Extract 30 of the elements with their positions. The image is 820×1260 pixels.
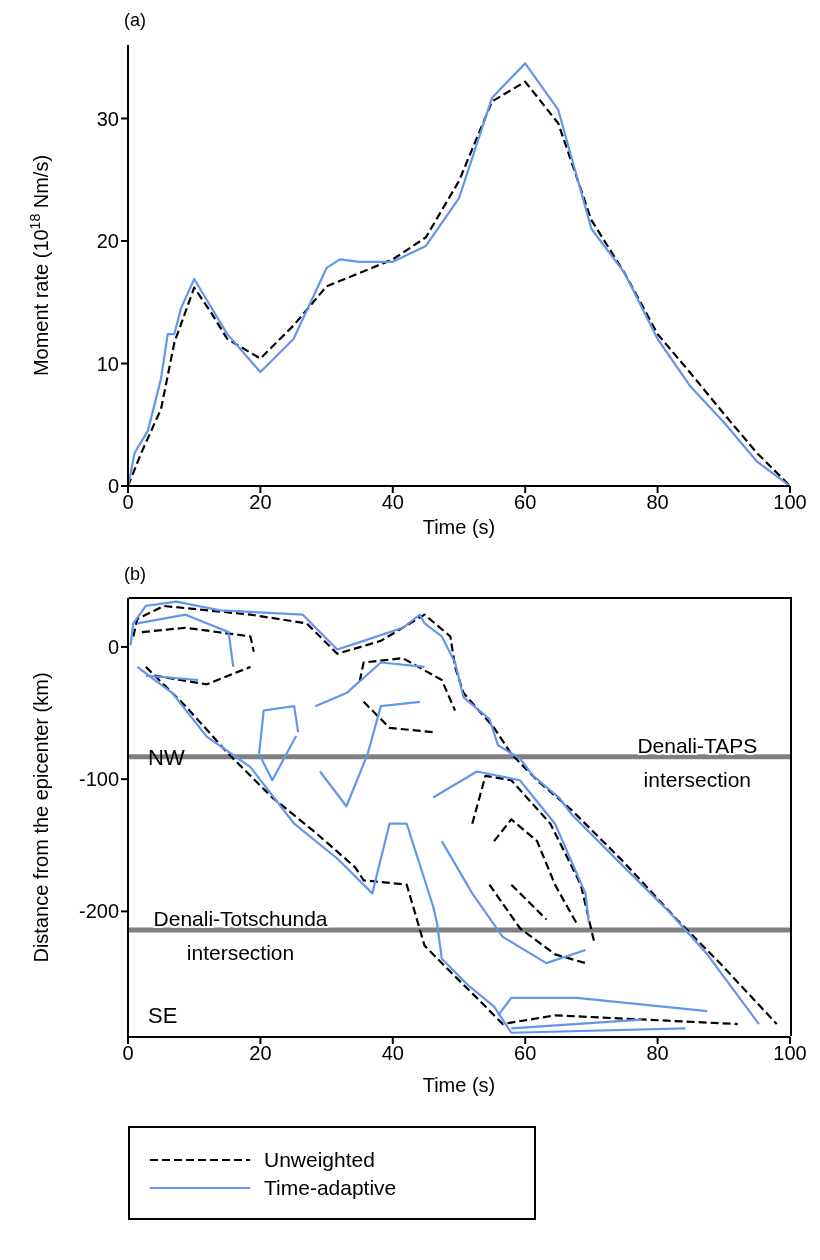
- x-tick-label: 0: [122, 491, 134, 514]
- y-tick-label: 10: [96, 352, 119, 375]
- x-tick-label: 60: [514, 1042, 537, 1065]
- x-tick-label: 40: [381, 491, 404, 514]
- y-tick-label: 0: [107, 636, 119, 659]
- x-tick-label: 40: [381, 1042, 404, 1065]
- legend-label: Unweighted: [264, 1148, 375, 1172]
- y-tick-label: -200: [78, 900, 119, 923]
- x-tick-label: 20: [249, 491, 272, 514]
- text: (b): [124, 563, 146, 586]
- x-tick-label: 0: [122, 1042, 134, 1065]
- ref-line-label: Denali-Totschunda intersection: [153, 906, 328, 964]
- annotation: SE: [148, 1003, 178, 1028]
- text: (a): [124, 9, 146, 32]
- y-tick-label: -100: [78, 768, 119, 791]
- y-tick-label: 20: [96, 230, 119, 253]
- ref-line-label: Denali-TAPS intersection: [637, 733, 758, 791]
- y-tick-label: 0: [107, 475, 119, 498]
- legend-label: Time-adaptive: [264, 1176, 397, 1200]
- x-tick-label: 60: [514, 491, 537, 514]
- annotation: NW: [148, 745, 185, 770]
- x-tick-label: 100: [773, 491, 807, 514]
- x-tick-label: 80: [646, 491, 669, 514]
- x-axis-title: Time (s): [422, 1074, 496, 1096]
- x-tick-label: 80: [646, 1042, 669, 1065]
- y-tick-label: 30: [96, 107, 119, 130]
- x-axis-title: Time (s): [422, 516, 496, 538]
- y-axis-title: Distance from the epicenter (km): [30, 672, 52, 963]
- x-tick-label: 100: [773, 1042, 807, 1065]
- x-tick-label: 20: [249, 1042, 272, 1065]
